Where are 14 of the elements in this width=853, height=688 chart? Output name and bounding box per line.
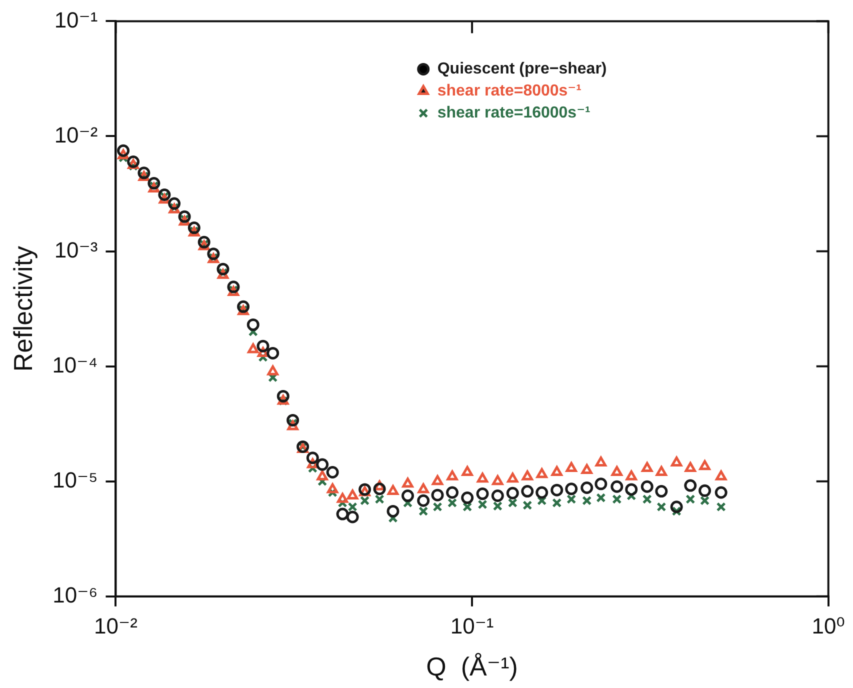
y-tick-label: 10⁻¹ xyxy=(54,7,98,32)
y-tick-label: 10⁻⁵ xyxy=(52,467,98,492)
legend-label: shear rate=8000s⁻¹ xyxy=(437,82,582,100)
x-axis-title: Q (Å⁻¹) xyxy=(426,652,518,682)
x-tick-label: 10⁻² xyxy=(94,614,138,639)
y-tick-label: 10⁻³ xyxy=(54,237,98,262)
y-tick-label: 10⁻⁶ xyxy=(52,582,98,608)
x-tick-label: 10⁰ xyxy=(812,614,846,639)
x-tick-label: 10⁻¹ xyxy=(450,614,494,639)
y-tick-label: 10⁻⁴ xyxy=(52,352,98,378)
y-tick-label: 10⁻² xyxy=(54,122,98,148)
y-axis-title: Reflectivity xyxy=(8,246,38,372)
legend-label: Quiescent (pre−shear) xyxy=(437,60,607,78)
legend-label: shear rate=16000s⁻¹ xyxy=(437,104,590,122)
